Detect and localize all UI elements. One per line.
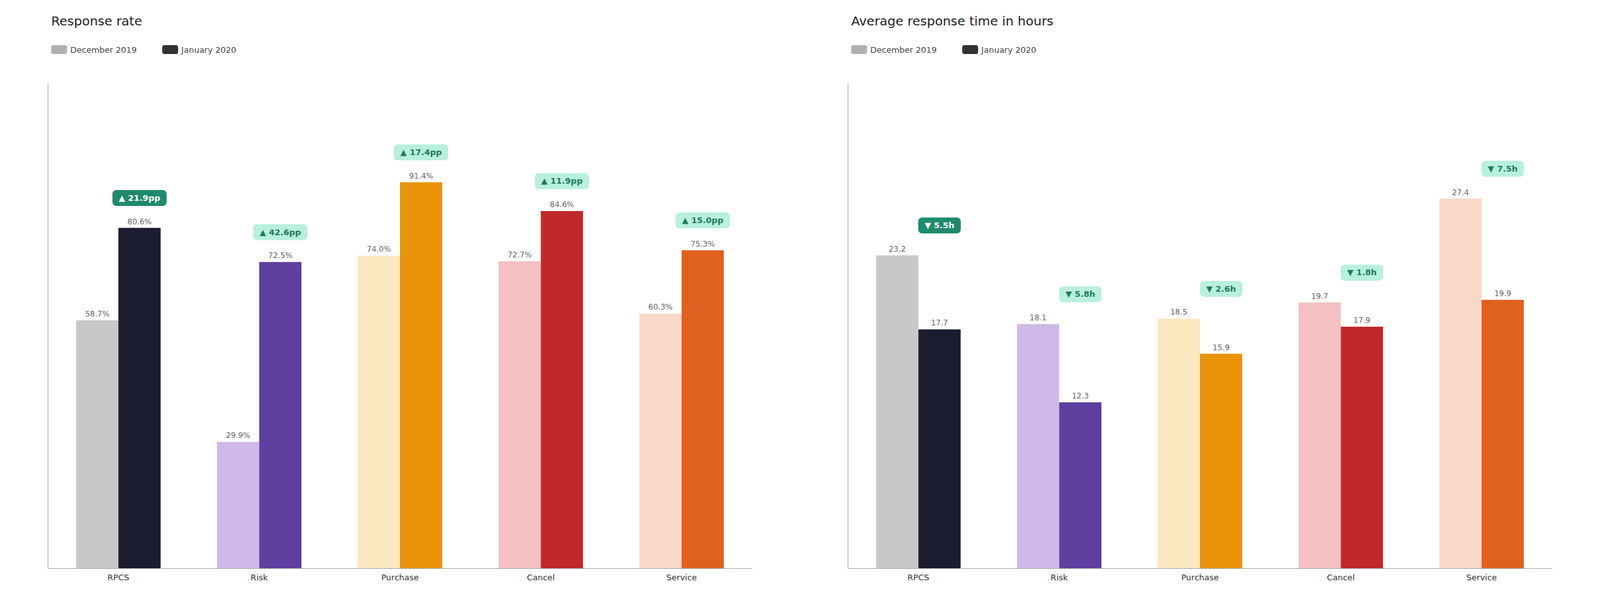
svg-text:▲ 11.9pp: ▲ 11.9pp — [541, 176, 583, 186]
svg-text:84.6%: 84.6% — [550, 200, 575, 210]
svg-text:27.4: 27.4 — [1451, 188, 1469, 198]
svg-text:RPCS: RPCS — [107, 572, 130, 583]
svg-text:91.4%: 91.4% — [408, 171, 434, 181]
svg-text:Purchase: Purchase — [1180, 572, 1219, 583]
svg-text:72.7%: 72.7% — [507, 250, 532, 260]
svg-text:17.9: 17.9 — [1353, 316, 1371, 325]
svg-text:December 2019: December 2019 — [869, 45, 937, 55]
svg-text:58.7%: 58.7% — [85, 309, 110, 319]
svg-text:Risk: Risk — [250, 572, 268, 583]
svg-text:75.3%: 75.3% — [690, 239, 715, 249]
svg-text:▲ 21.9pp: ▲ 21.9pp — [118, 193, 161, 203]
svg-text:80.6%: 80.6% — [127, 217, 152, 227]
svg-text:74.0%: 74.0% — [366, 244, 392, 254]
svg-text:▲ 42.6pp: ▲ 42.6pp — [259, 227, 301, 238]
svg-text:▲ 17.4pp: ▲ 17.4pp — [400, 147, 442, 158]
svg-text:Response rate: Response rate — [50, 13, 142, 29]
svg-text:▼ 5.8h: ▼ 5.8h — [1065, 289, 1096, 299]
svg-text:▼ 2.6h: ▼ 2.6h — [1206, 284, 1237, 294]
svg-text:60.3%: 60.3% — [648, 302, 673, 312]
svg-text:72.5%: 72.5% — [268, 251, 293, 261]
svg-text:RPCS: RPCS — [907, 572, 930, 583]
svg-text:18.5: 18.5 — [1170, 307, 1188, 317]
svg-text:Purchase: Purchase — [380, 572, 419, 583]
svg-text:18.1: 18.1 — [1029, 313, 1047, 323]
svg-text:▼ 5.5h: ▼ 5.5h — [924, 220, 955, 231]
svg-text:19.9: 19.9 — [1494, 289, 1512, 299]
svg-text:Service: Service — [1466, 572, 1497, 583]
svg-text:January 2020: January 2020 — [180, 45, 237, 55]
svg-text:▼ 7.5h: ▼ 7.5h — [1488, 164, 1518, 174]
svg-text:23.2: 23.2 — [889, 244, 907, 254]
svg-text:▲ 15.0pp: ▲ 15.0pp — [681, 215, 724, 226]
svg-text:Risk: Risk — [1050, 572, 1068, 583]
svg-text:Cancel: Cancel — [1326, 572, 1355, 583]
svg-text:12.3: 12.3 — [1071, 391, 1089, 401]
svg-text:January 2020: January 2020 — [980, 45, 1037, 55]
svg-text:19.7: 19.7 — [1311, 291, 1329, 301]
svg-text:December 2019: December 2019 — [69, 45, 137, 55]
svg-text:17.7: 17.7 — [931, 318, 949, 328]
svg-text:Average response time in hours: Average response time in hours — [850, 13, 1054, 29]
svg-text:15.9: 15.9 — [1212, 343, 1230, 353]
svg-text:▼ 1.8h: ▼ 1.8h — [1346, 267, 1377, 278]
svg-text:29.9%: 29.9% — [225, 431, 250, 441]
svg-text:Service: Service — [666, 572, 697, 583]
svg-text:Cancel: Cancel — [526, 572, 555, 583]
